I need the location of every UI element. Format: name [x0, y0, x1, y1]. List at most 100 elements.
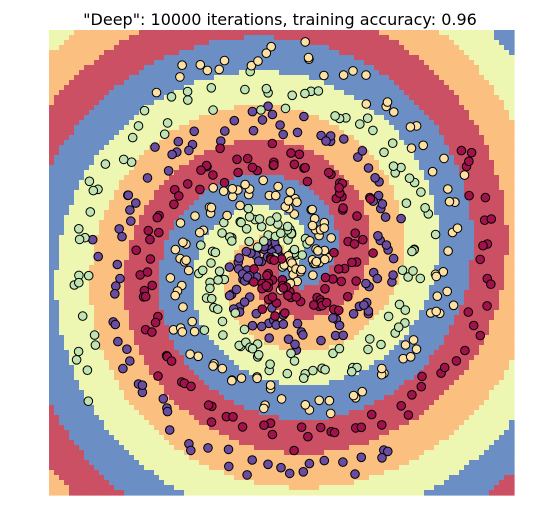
- region-cell: [254, 160, 260, 166]
- region-cell: [239, 320, 245, 326]
- region-cell: [289, 125, 295, 131]
- region-cell: [184, 320, 190, 326]
- region-cell: [189, 115, 195, 121]
- region-cell: [79, 380, 85, 386]
- region-cell: [204, 270, 210, 276]
- region-cell: [274, 290, 280, 296]
- region-cell: [64, 245, 70, 251]
- region-cell: [54, 385, 60, 391]
- region-cell: [179, 135, 185, 141]
- region-cell: [209, 290, 215, 296]
- region-cell: [229, 485, 235, 491]
- region-cell: [54, 150, 60, 156]
- region-cell: [69, 415, 75, 421]
- region-cell: [59, 300, 65, 306]
- region-cell: [94, 355, 100, 361]
- region-cell: [174, 45, 180, 51]
- region-cell: [174, 435, 180, 441]
- region-cell: [109, 470, 115, 476]
- region-cell: [174, 405, 180, 411]
- region-cell: [214, 100, 220, 106]
- region-cell: [194, 375, 200, 381]
- region-cell: [289, 465, 295, 471]
- region-cell: [204, 120, 210, 126]
- region-cell: [254, 445, 260, 451]
- region-cell: [254, 465, 260, 471]
- region-cell: [124, 80, 130, 86]
- region-cell: [59, 445, 65, 451]
- region-cell: [129, 400, 135, 406]
- region-cell: [124, 105, 130, 111]
- region-cell: [84, 100, 90, 106]
- region-cell: [59, 225, 65, 231]
- region-cell: [199, 420, 205, 426]
- region-cell: [149, 400, 155, 406]
- region-cell: [254, 65, 260, 71]
- region-cell: [64, 295, 70, 301]
- region-cell: [109, 235, 115, 241]
- region-cell: [179, 210, 185, 216]
- region-cell: [139, 40, 145, 46]
- region-cell: [304, 385, 310, 391]
- region-cell: [214, 350, 220, 356]
- region-cell: [204, 475, 210, 481]
- region-cell: [174, 305, 180, 311]
- region-cell: [199, 300, 205, 306]
- region-cell: [199, 395, 205, 401]
- region-cell: [224, 105, 230, 111]
- region-cell: [49, 445, 55, 451]
- region-cell: [174, 385, 180, 391]
- region-cell: [264, 150, 270, 156]
- region-cell: [214, 335, 220, 341]
- region-cell: [114, 220, 120, 226]
- region-cell: [309, 130, 315, 136]
- region-cell: [124, 385, 130, 391]
- region-cell: [94, 445, 100, 451]
- region-cell: [209, 410, 215, 416]
- region-cell: [204, 455, 210, 461]
- region-cell: [169, 240, 175, 246]
- region-cell: [54, 145, 60, 151]
- region-cell: [164, 110, 170, 116]
- region-cell: [114, 90, 120, 96]
- region-cell: [284, 185, 290, 191]
- region-cell: [239, 95, 245, 101]
- region-cell: [99, 330, 105, 336]
- region-cell: [199, 465, 205, 471]
- region-cell: [219, 490, 225, 496]
- region-cell: [294, 315, 300, 321]
- region-cell: [229, 395, 235, 401]
- region-cell: [94, 285, 100, 291]
- region-cell: [219, 300, 225, 306]
- region-cell: [179, 145, 185, 151]
- region-cell: [124, 245, 130, 251]
- region-cell: [104, 465, 110, 471]
- region-cell: [284, 30, 290, 36]
- region-cell: [274, 405, 280, 411]
- region-cell: [154, 420, 160, 426]
- region-cell: [144, 315, 150, 321]
- region-cell: [164, 475, 170, 481]
- region-cell: [289, 40, 295, 46]
- region-cell: [284, 35, 290, 41]
- region-cell: [229, 170, 235, 176]
- region-cell: [239, 75, 245, 81]
- region-cell: [104, 110, 110, 116]
- region-cell: [219, 200, 225, 206]
- region-cell: [139, 65, 145, 71]
- region-cell: [109, 100, 115, 106]
- region-cell: [184, 215, 190, 221]
- region-cell: [64, 200, 70, 206]
- region-cell: [194, 200, 200, 206]
- region-cell: [269, 205, 275, 211]
- region-cell: [309, 350, 315, 356]
- region-cell: [94, 85, 100, 91]
- region-cell: [124, 185, 130, 191]
- region-cell: [264, 265, 270, 271]
- region-cell: [129, 485, 135, 491]
- region-cell: [209, 60, 215, 66]
- region-cell: [134, 325, 140, 331]
- region-cell: [169, 440, 175, 446]
- region-cell: [59, 460, 65, 466]
- region-cell: [119, 150, 125, 156]
